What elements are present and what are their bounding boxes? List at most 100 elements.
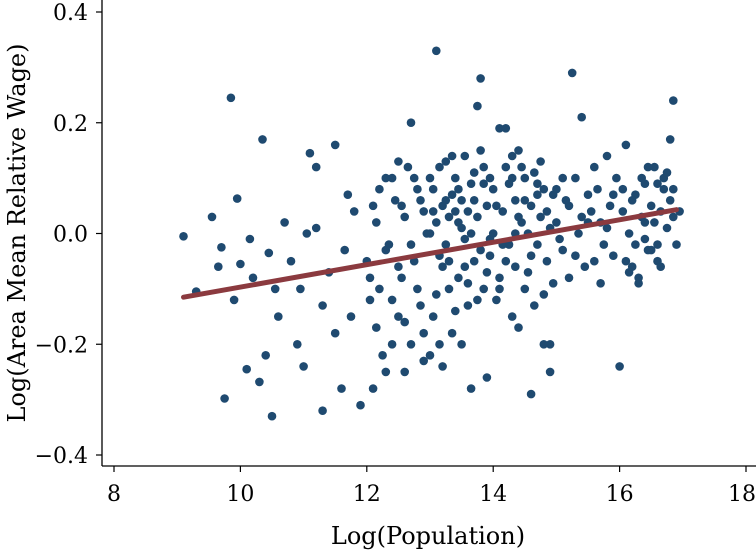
data-point	[400, 317, 410, 327]
data-point	[514, 323, 523, 332]
data-point	[406, 340, 416, 349]
y-tick-label: 0.0	[53, 223, 88, 248]
data-point	[447, 190, 457, 199]
x-axis-ticks: 8 10 12 14 16 18	[107, 466, 756, 507]
data-point	[659, 184, 669, 194]
data-point	[457, 223, 466, 233]
data-point	[381, 245, 391, 255]
data-point	[428, 312, 438, 321]
data-point	[485, 251, 495, 260]
data-point	[305, 148, 315, 158]
data-point	[406, 118, 416, 127]
data-point	[520, 284, 530, 294]
data-point	[552, 184, 561, 194]
data-point	[476, 146, 485, 155]
data-point	[558, 245, 567, 255]
data-point	[441, 157, 451, 166]
data-point	[394, 157, 403, 166]
data-point	[232, 194, 242, 203]
data-point	[536, 157, 545, 166]
data-point	[425, 173, 435, 183]
data-point	[609, 251, 618, 260]
data-point	[612, 173, 621, 183]
data-point	[542, 207, 552, 216]
data-point	[229, 295, 239, 305]
data-point	[394, 262, 403, 272]
data-point	[378, 351, 387, 360]
data-point	[394, 312, 403, 321]
data-point	[179, 232, 188, 241]
data-point	[460, 234, 470, 244]
data-point	[390, 196, 400, 205]
data-point	[665, 135, 675, 144]
data-point	[387, 340, 397, 349]
data-point	[397, 273, 406, 283]
x-tick-label: 14	[479, 482, 507, 507]
y-tick-label: 0.4	[53, 1, 88, 26]
data-point	[214, 262, 223, 272]
data-point	[469, 256, 479, 266]
data-point	[381, 367, 391, 377]
data-point	[548, 279, 558, 288]
x-tick-label: 18	[728, 482, 756, 507]
data-point	[451, 207, 460, 216]
data-point	[501, 256, 511, 266]
fit-line	[181, 207, 679, 300]
data-point	[438, 362, 447, 371]
data-point	[545, 340, 555, 349]
data-point	[387, 173, 397, 183]
data-point	[428, 184, 438, 194]
data-point	[220, 394, 229, 403]
data-point	[207, 212, 217, 222]
data-point	[514, 146, 523, 155]
data-point	[318, 301, 327, 310]
data-point	[662, 223, 672, 233]
data-point	[514, 212, 523, 222]
data-point	[346, 312, 356, 321]
x-tick-label: 10	[226, 482, 254, 507]
data-point	[590, 162, 599, 172]
data-point	[653, 179, 662, 188]
data-point	[432, 218, 441, 227]
data-point	[406, 240, 416, 249]
data-point	[590, 256, 599, 266]
data-point	[299, 362, 308, 371]
data-point	[618, 207, 628, 216]
data-point	[466, 229, 476, 238]
data-point	[498, 207, 508, 216]
data-point	[574, 229, 583, 238]
scatter-points	[179, 46, 684, 421]
data-point	[624, 268, 634, 277]
data-point	[409, 173, 419, 183]
data-point	[476, 245, 485, 255]
data-point	[507, 312, 517, 321]
data-point	[264, 248, 274, 258]
data-point	[451, 306, 460, 316]
data-point	[577, 212, 586, 222]
data-point	[504, 179, 514, 188]
data-point	[441, 196, 451, 205]
data-point	[444, 256, 454, 266]
data-point	[419, 207, 429, 216]
data-point	[217, 243, 226, 252]
data-point	[520, 173, 530, 183]
data-point	[476, 74, 485, 83]
data-point	[311, 223, 321, 233]
data-point	[463, 301, 473, 310]
x-tick-label: 8	[107, 482, 121, 507]
data-point	[425, 229, 435, 238]
data-point	[571, 251, 580, 260]
data-point	[454, 273, 463, 283]
y-axis-title: Log(Area Mean Relative Wage)	[3, 43, 31, 422]
data-point	[400, 367, 410, 377]
data-point	[665, 196, 675, 205]
data-point	[485, 173, 495, 183]
data-point	[311, 162, 321, 172]
data-point	[454, 184, 463, 194]
y-tick-label: −0.2	[35, 333, 88, 358]
data-point	[621, 140, 631, 150]
data-point	[488, 229, 498, 238]
x-tick-label: 12	[353, 482, 381, 507]
data-point	[672, 240, 681, 249]
